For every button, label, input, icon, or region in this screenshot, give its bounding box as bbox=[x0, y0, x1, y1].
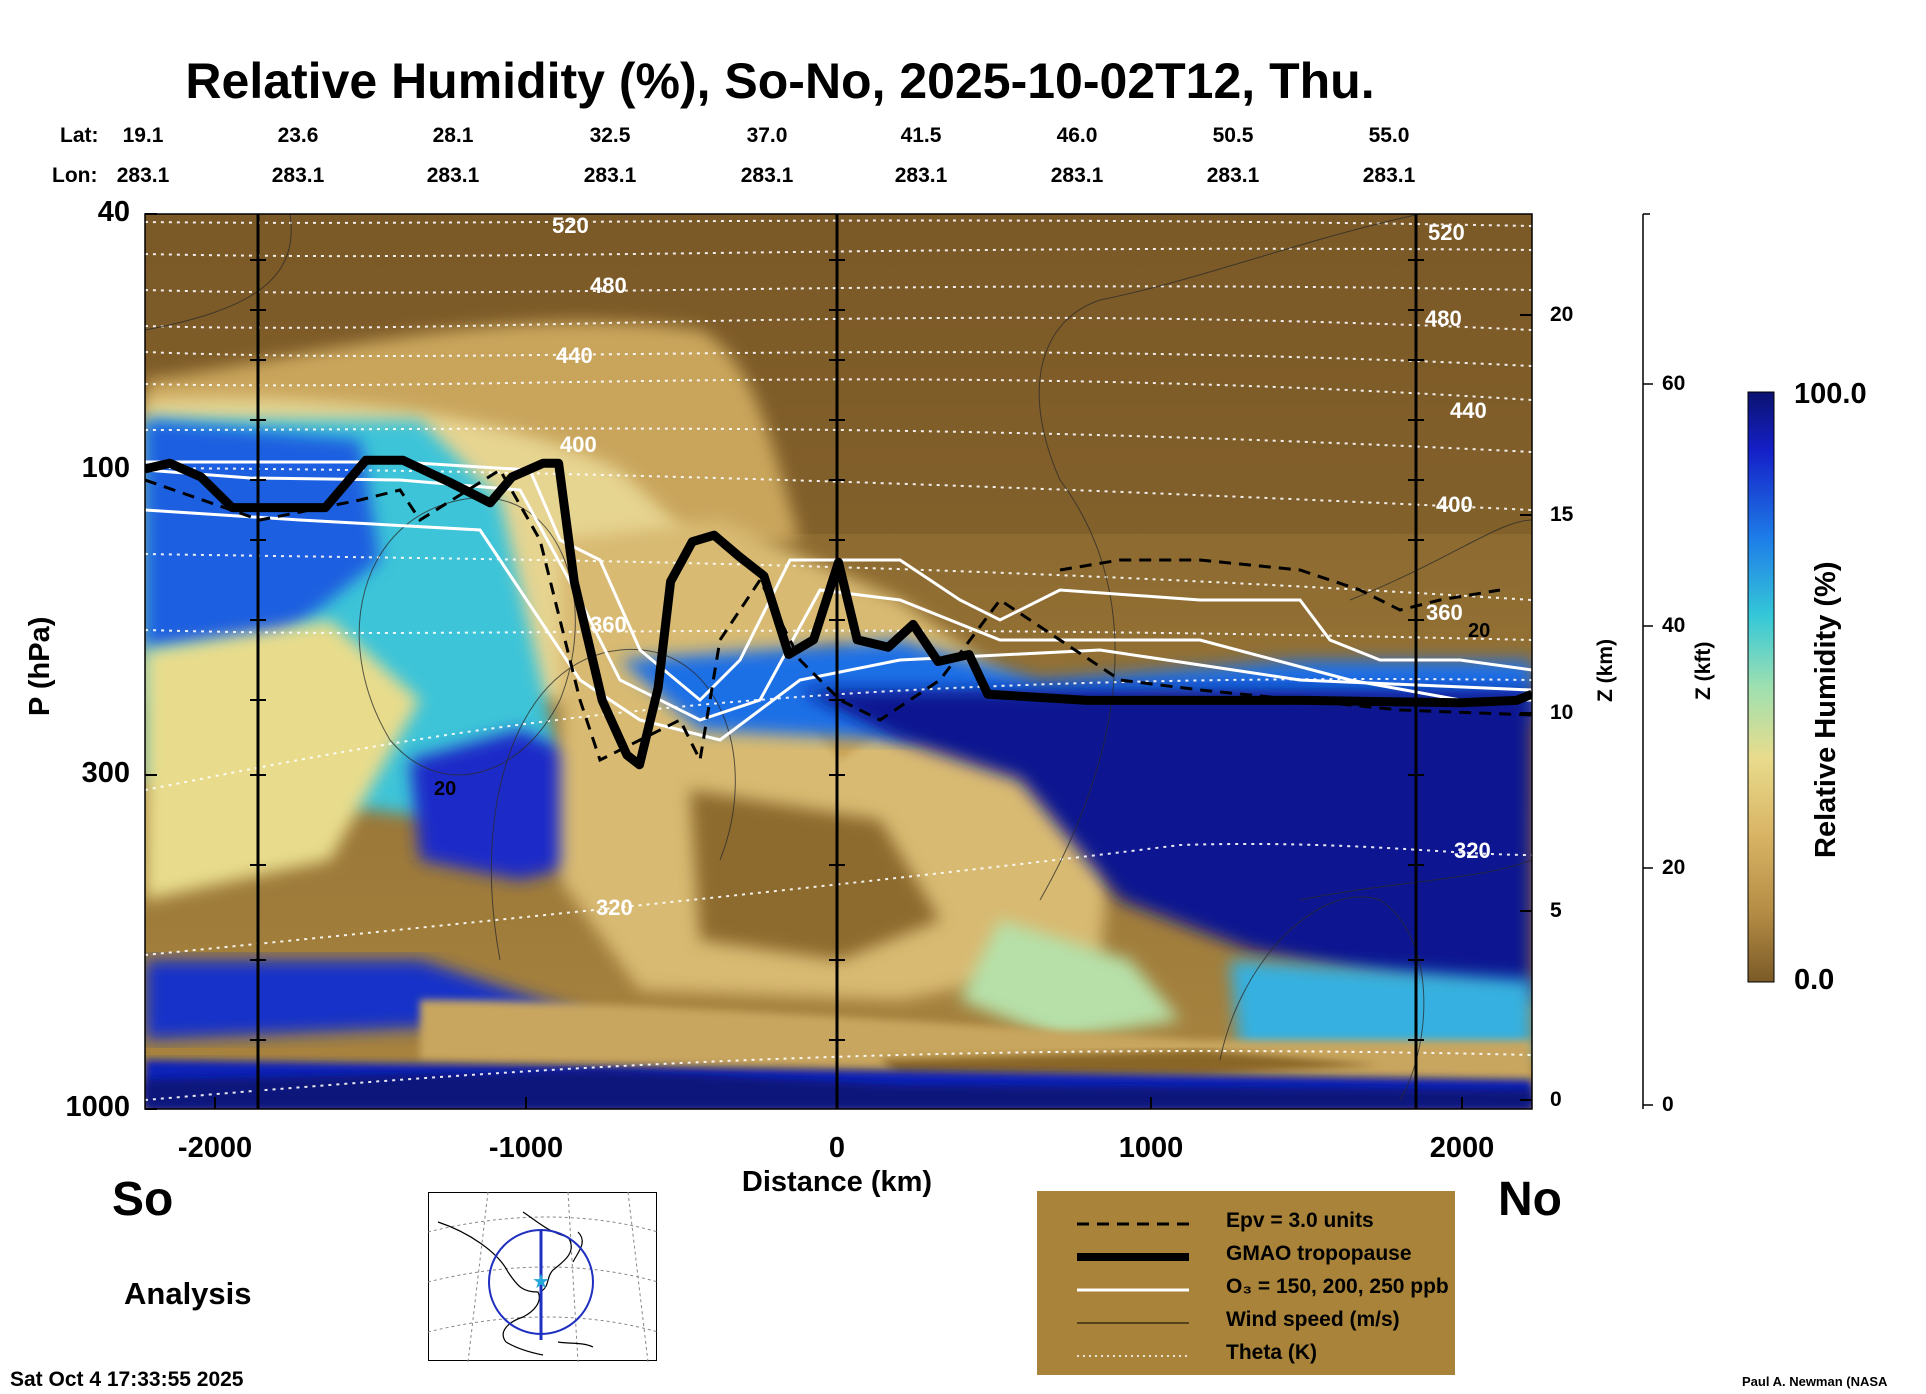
chart-title: Relative Humidity (%), So-No, 2025-10-02… bbox=[185, 53, 1375, 109]
theta-label-400: 400 bbox=[560, 432, 597, 457]
south-label: So bbox=[112, 1173, 174, 1226]
legend-swatches bbox=[1077, 1222, 1189, 1357]
wind-label-lower: 20 bbox=[434, 778, 457, 800]
timestamp: Sat Oct 4 17:33:55 2025 bbox=[10, 1368, 244, 1391]
theta-label-520: 520 bbox=[552, 213, 589, 238]
lon-value: 283.1 bbox=[894, 164, 948, 187]
lon-value: 283.1 bbox=[116, 164, 170, 187]
theta-label-400-right: 400 bbox=[1436, 492, 1473, 517]
lat-value: 46.0 bbox=[1056, 124, 1098, 147]
theta-label-360-right: 360 bbox=[1426, 600, 1463, 625]
z-km-tick-5: 5 bbox=[1550, 899, 1562, 922]
lon-value: 283.1 bbox=[740, 164, 794, 187]
colorbar-title: Relative Humidity (%) bbox=[1810, 561, 1842, 859]
svg-text:★: ★ bbox=[532, 1269, 550, 1293]
legend-theta: Theta (K) bbox=[1226, 1341, 1317, 1364]
x-tick-neg2000: -2000 bbox=[177, 1132, 253, 1164]
colorbar-min-label: 0.0 bbox=[1794, 964, 1835, 996]
colorbar bbox=[1747, 391, 1775, 983]
z-kft-axis-title: Z (kft) bbox=[1692, 641, 1715, 700]
y-tick-100: 100 bbox=[81, 452, 130, 484]
wind-contours bbox=[145, 214, 1532, 1101]
z-km-tick-10: 10 bbox=[1550, 701, 1574, 724]
axis-ticks bbox=[145, 213, 1532, 1110]
lat-value: 50.5 bbox=[1212, 124, 1254, 147]
lat-value: 28.1 bbox=[432, 124, 474, 147]
lat-label: Lat: bbox=[60, 124, 99, 147]
y-tick-1000: 1000 bbox=[65, 1091, 130, 1123]
z-kft-tick-0: 0 bbox=[1662, 1093, 1674, 1116]
legend-wind: Wind speed (m/s) bbox=[1226, 1308, 1400, 1331]
inset-map: ★ bbox=[428, 1192, 658, 1362]
theta-contours bbox=[145, 219, 1532, 1101]
lon-label: Lon: bbox=[52, 164, 98, 187]
theta-label-480-right: 480 bbox=[1425, 306, 1462, 331]
lat-value: 55.0 bbox=[1368, 124, 1410, 147]
y-axis-title: P (hPa) bbox=[24, 616, 56, 716]
theta-label-440: 440 bbox=[556, 343, 593, 368]
kft-axis bbox=[1642, 213, 1653, 1109]
legend bbox=[1037, 1191, 1455, 1375]
theta-label-360: 360 bbox=[590, 612, 627, 637]
z-km-tick-20: 20 bbox=[1550, 303, 1574, 326]
colorbar-max-label: 100.0 bbox=[1794, 378, 1867, 410]
lon-value: 283.1 bbox=[583, 164, 637, 187]
lat-value: 19.1 bbox=[122, 124, 164, 147]
gmao-tropopause-line bbox=[145, 455, 1532, 770]
legend-ozone: O₃ = 150, 200, 250 ppb bbox=[1226, 1275, 1449, 1298]
north-label: No bbox=[1498, 1173, 1562, 1226]
theta-label-320-right: 320 bbox=[1454, 838, 1491, 863]
lon-value: 283.1 bbox=[1206, 164, 1260, 187]
legend-tropopause: GMAO tropopause bbox=[1226, 1242, 1412, 1265]
analysis-label: Analysis bbox=[124, 1276, 252, 1311]
y-tick-300: 300 bbox=[81, 757, 130, 789]
epv-contours bbox=[145, 467, 1532, 765]
lon-value: 283.1 bbox=[1362, 164, 1416, 187]
lon-value: 283.1 bbox=[426, 164, 480, 187]
lon-value: 283.1 bbox=[271, 164, 325, 187]
theta-label-480: 480 bbox=[590, 273, 627, 298]
ozone-contours bbox=[145, 460, 1532, 742]
lat-value: 32.5 bbox=[589, 124, 631, 147]
theta-label-440-right: 440 bbox=[1450, 398, 1487, 423]
theta-label-520-right: 520 bbox=[1428, 220, 1465, 245]
z-km-axis-title: Z (km) bbox=[1594, 639, 1617, 702]
legend-epv: Epv = 3.0 units bbox=[1226, 1209, 1374, 1232]
x-tick-0: 0 bbox=[828, 1132, 846, 1164]
x-tick-neg1000: -1000 bbox=[488, 1132, 564, 1164]
pressure-ticks bbox=[250, 259, 1424, 1041]
y-tick-40: 40 bbox=[97, 196, 130, 228]
z-kft-tick-20: 20 bbox=[1662, 856, 1686, 879]
lat-value: 41.5 bbox=[900, 124, 942, 147]
x-tick-2000: 2000 bbox=[1429, 1132, 1495, 1164]
lon-value: 283.1 bbox=[1050, 164, 1104, 187]
z-km-tick-15: 15 bbox=[1550, 503, 1574, 526]
theta-label-320: 320 bbox=[596, 895, 633, 920]
z-kft-tick-60: 60 bbox=[1662, 372, 1686, 395]
lat-value: 23.6 bbox=[277, 124, 319, 147]
z-km-tick-0: 0 bbox=[1550, 1088, 1562, 1111]
z-kft-tick-40: 40 bbox=[1662, 614, 1686, 637]
x-tick-1000: 1000 bbox=[1118, 1132, 1184, 1164]
credit: Paul A. Newman (NASA bbox=[1742, 1374, 1888, 1389]
lat-value: 37.0 bbox=[746, 124, 788, 147]
wind-label-upper: 20 bbox=[1468, 620, 1491, 642]
x-axis-title: Distance (km) bbox=[741, 1166, 933, 1198]
